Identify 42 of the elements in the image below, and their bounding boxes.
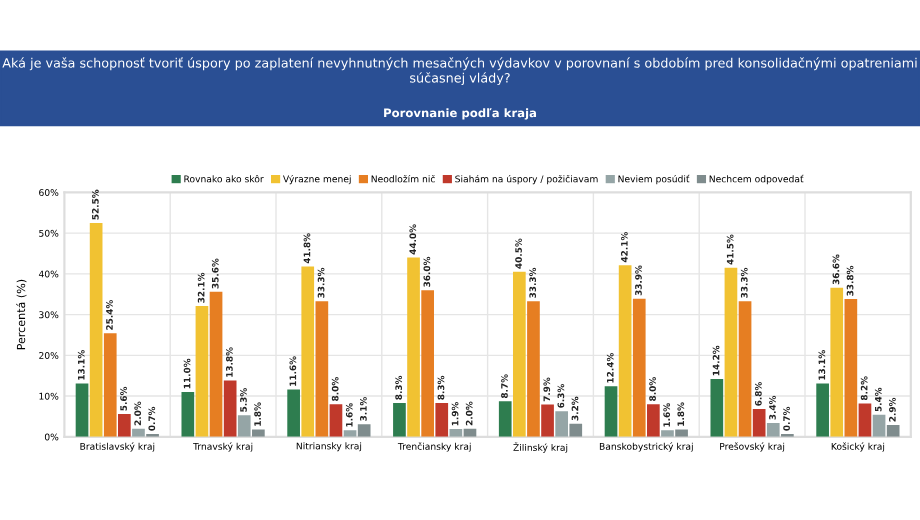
bar xyxy=(315,301,329,437)
bar xyxy=(675,429,688,437)
bar xyxy=(498,401,512,437)
bar xyxy=(357,424,371,437)
bar xyxy=(752,409,766,437)
bar xyxy=(118,413,131,437)
bar xyxy=(329,404,343,437)
bar xyxy=(647,404,660,437)
bar xyxy=(541,404,554,437)
bar xyxy=(237,415,251,437)
bar xyxy=(287,389,300,437)
bar xyxy=(858,403,872,437)
bar xyxy=(872,414,886,437)
bar xyxy=(569,423,583,437)
bar xyxy=(512,271,526,437)
bar xyxy=(830,287,844,437)
bar xyxy=(103,333,117,437)
bar xyxy=(527,301,540,437)
bar xyxy=(407,257,420,437)
bar xyxy=(766,422,780,437)
bar xyxy=(195,306,209,437)
bar xyxy=(209,291,223,437)
bar xyxy=(555,411,569,437)
bar xyxy=(632,298,646,437)
bar xyxy=(724,267,738,437)
bar xyxy=(435,402,449,437)
bar xyxy=(604,386,618,437)
bar xyxy=(181,391,195,437)
bar xyxy=(223,380,237,437)
bar xyxy=(710,378,724,437)
bar xyxy=(252,429,265,437)
bar xyxy=(738,301,752,437)
bar xyxy=(844,299,858,437)
bar xyxy=(421,290,434,437)
bar xyxy=(886,424,900,437)
bar xyxy=(301,266,315,437)
bar xyxy=(89,222,103,437)
bar xyxy=(75,383,89,437)
bar xyxy=(393,402,406,437)
bar xyxy=(618,265,632,437)
bar xyxy=(661,430,674,437)
bar xyxy=(816,383,829,437)
